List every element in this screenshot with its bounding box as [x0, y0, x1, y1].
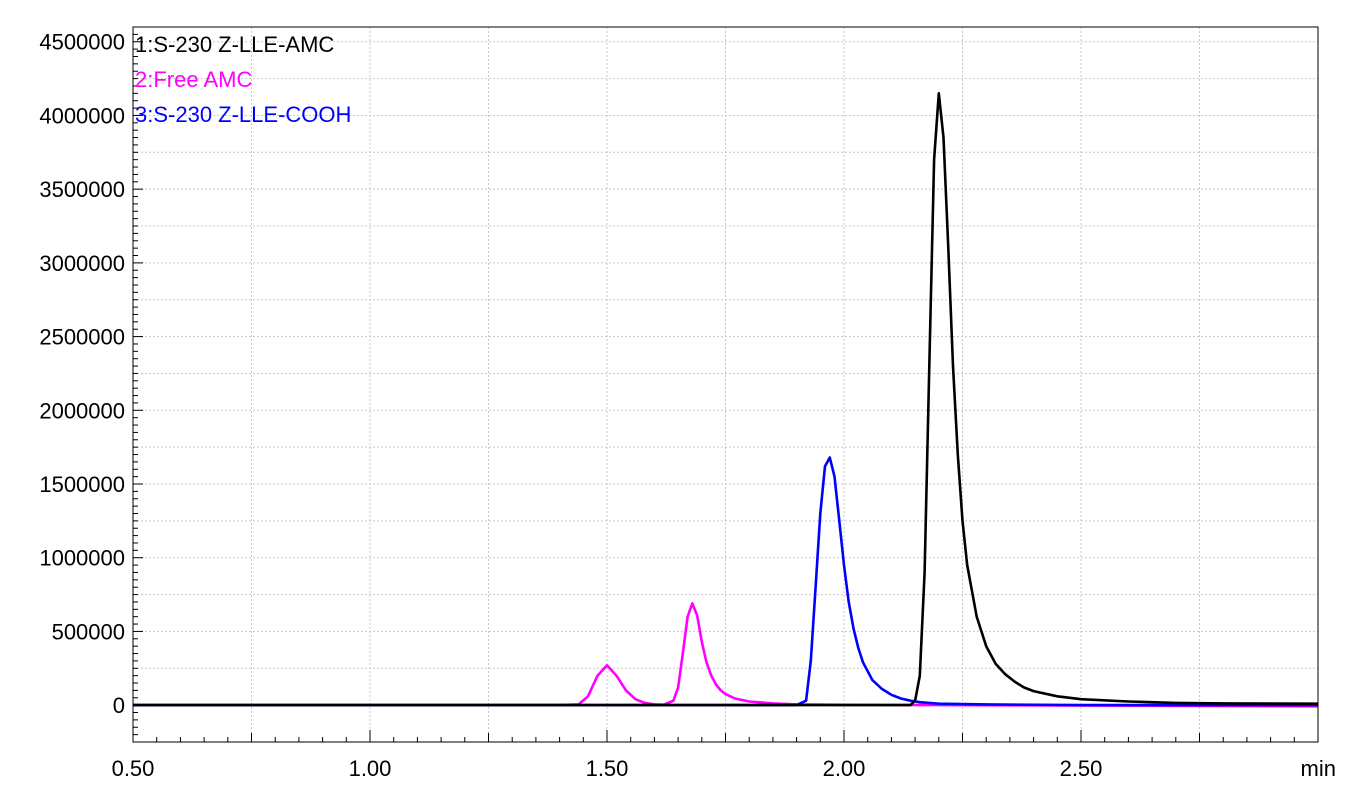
- y-tick-label: 4000000: [39, 103, 125, 128]
- y-tick-label: 3500000: [39, 177, 125, 202]
- legend: 1:S-230 Z-LLE-AMC 2:Free AMC 3:S-230 Z-LLE…: [135, 32, 351, 127]
- series-line-2: [133, 602, 1319, 708]
- y-tick-label: 2000000: [39, 398, 125, 423]
- legend-entry-3: 3:S-230 Z-LLE-COOH: [135, 102, 351, 127]
- series-layer: [133, 92, 1319, 708]
- x-tick-label: 1.50: [586, 756, 629, 781]
- x-unit-label: min: [1301, 756, 1336, 781]
- y-tick-label: 4500000: [39, 30, 125, 55]
- axes: 0 500000 1000000 1500000 2000000 2500000 30000…: [39, 26, 1336, 781]
- series-line-1: [133, 92, 1319, 707]
- legend-entry-1: 1:S-230 Z-LLE-AMC: [135, 32, 334, 57]
- grid: [132, 27, 1319, 743]
- x-tick-label: 2.50: [1060, 756, 1103, 781]
- series-line-3: [133, 456, 1318, 707]
- y-tick-label: 0: [113, 693, 125, 718]
- x-tick-label: 0.50: [112, 756, 155, 781]
- y-tick-label: 3000000: [39, 251, 125, 276]
- x-tick-label: 2.00: [823, 756, 866, 781]
- legend-entry-2: 2:Free AMC: [135, 67, 252, 92]
- x-tick-label: 1.00: [349, 756, 392, 781]
- y-tick-label: 2500000: [39, 325, 125, 350]
- y-tick-label: 1500000: [39, 472, 125, 497]
- y-tick-label: 500000: [52, 619, 125, 644]
- y-tick-label: 1000000: [39, 546, 125, 571]
